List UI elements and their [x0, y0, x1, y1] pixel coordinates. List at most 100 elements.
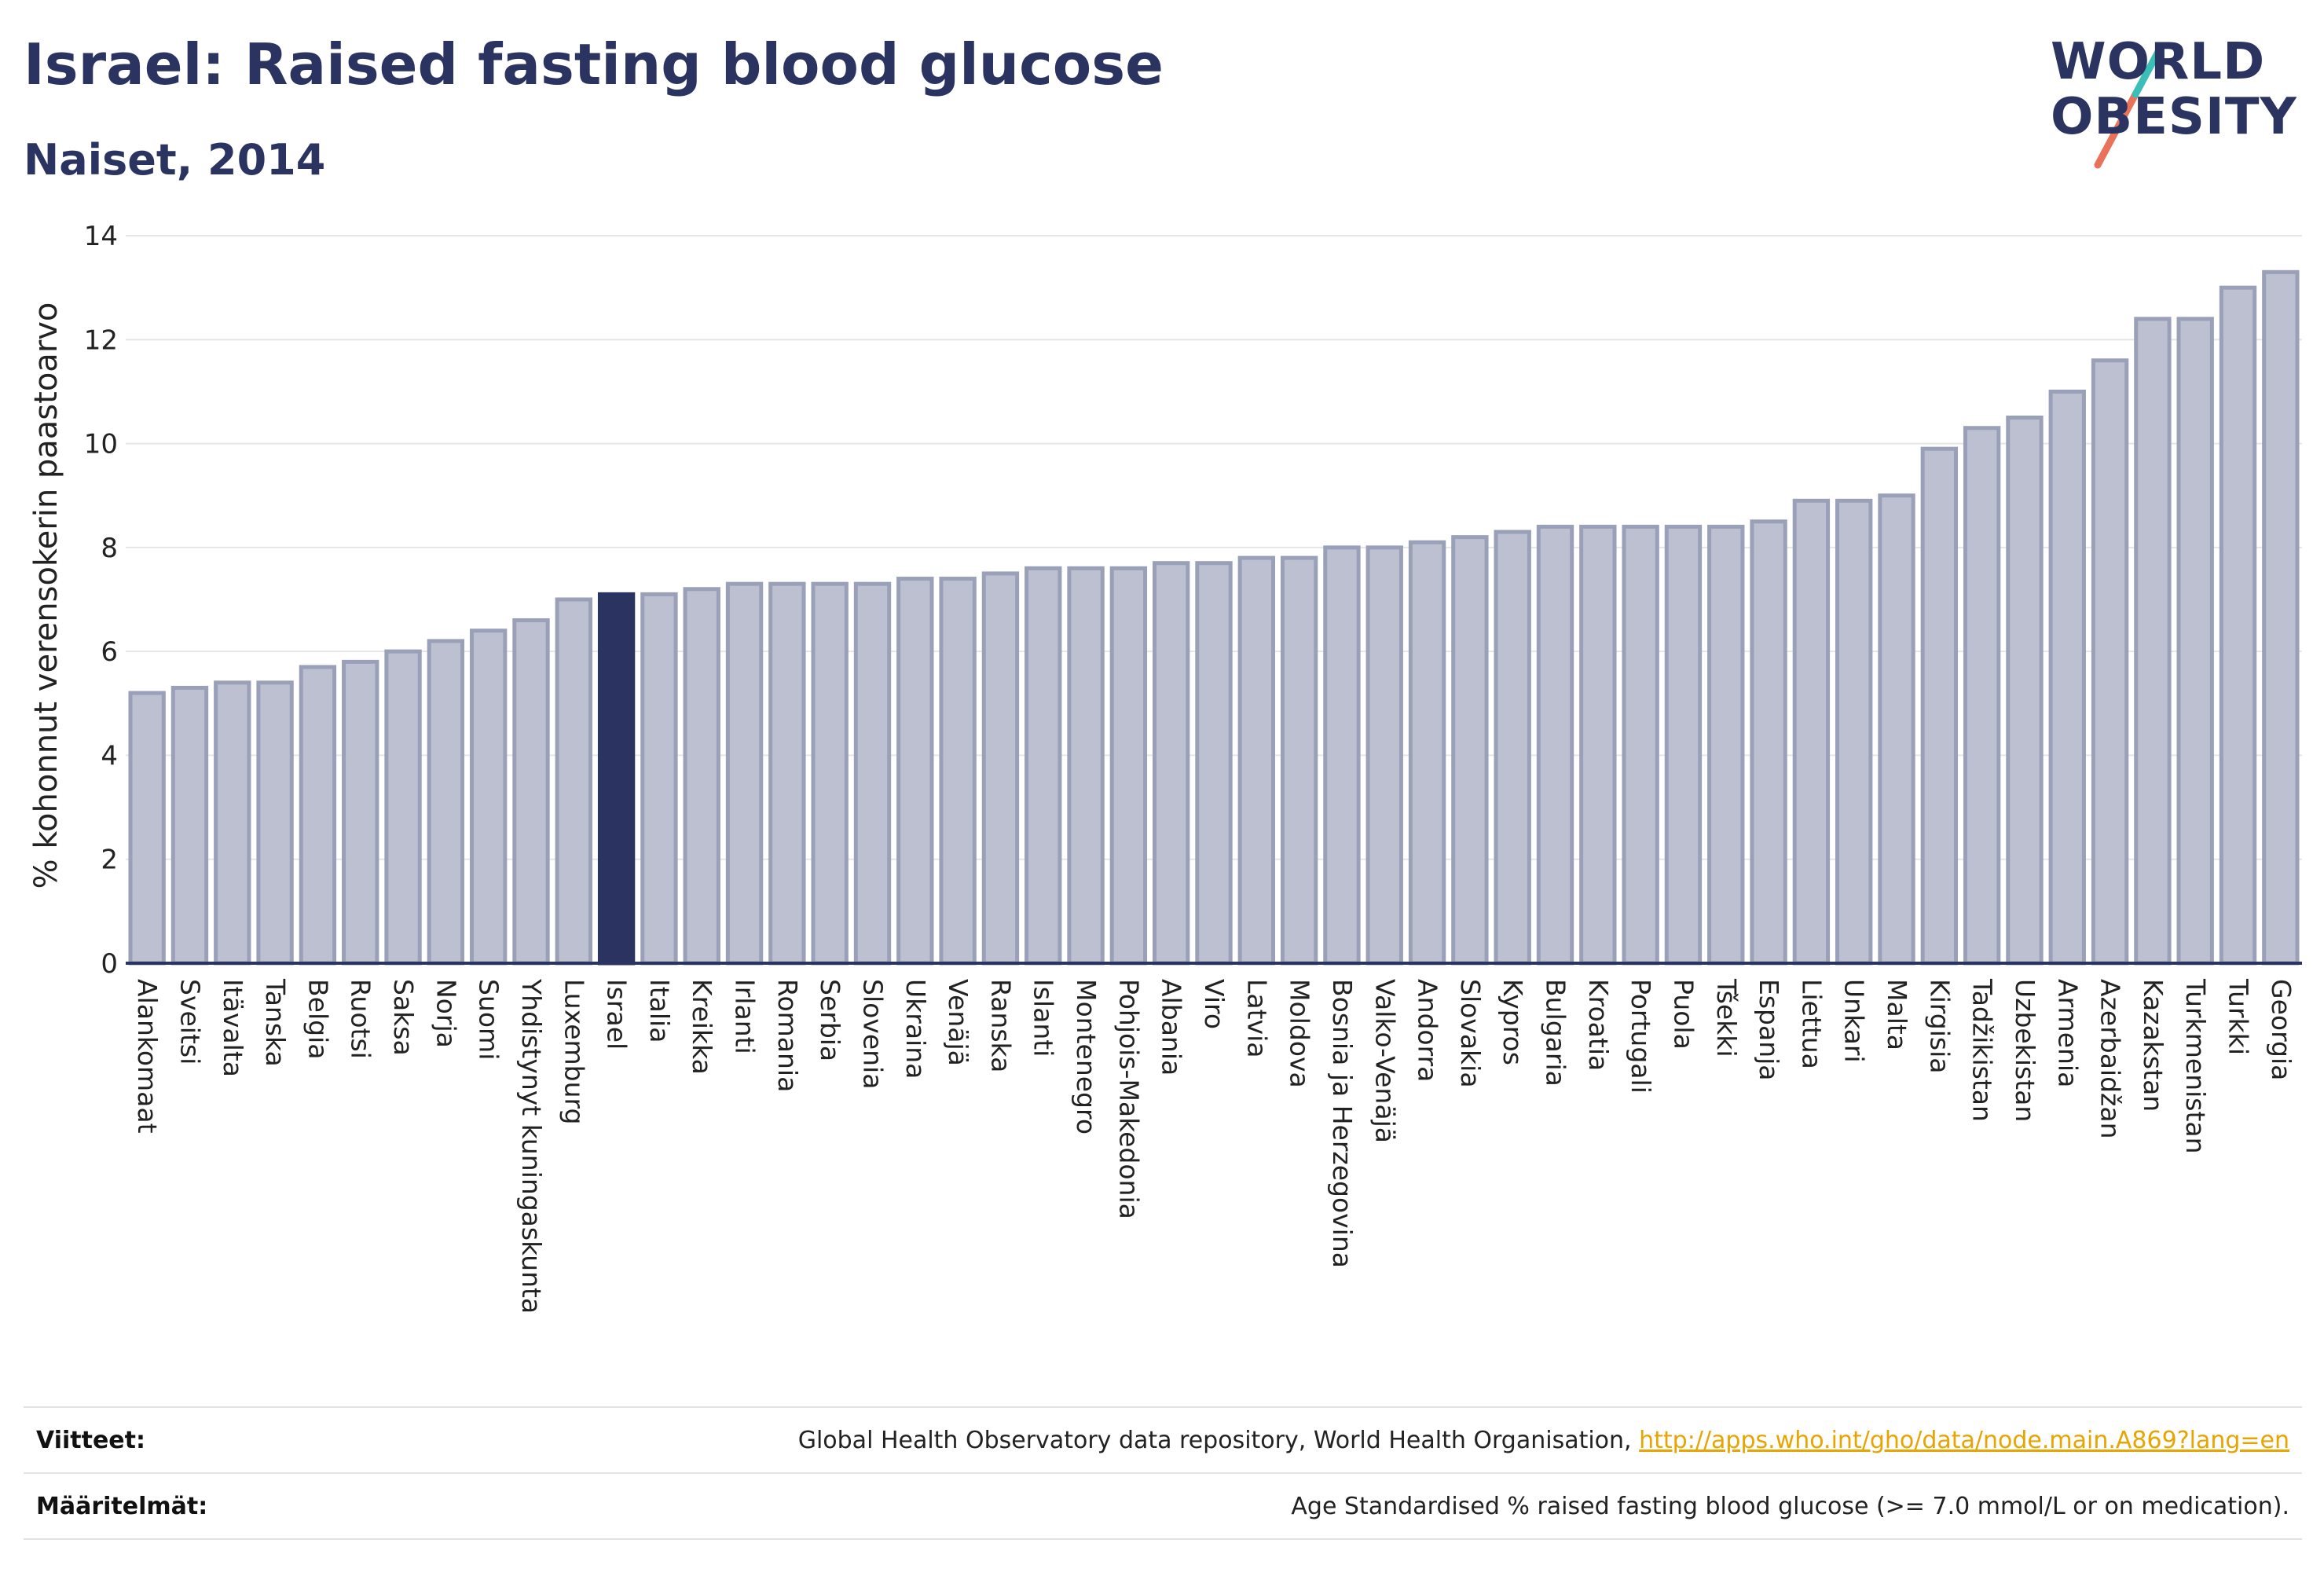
bar-kirgisia[interactable]: [1920, 446, 1959, 966]
bar-suomi[interactable]: [469, 629, 508, 966]
x-tick-label: Tšekki: [1711, 978, 1742, 1057]
bar-pohjois-makedonia[interactable]: [1109, 566, 1148, 966]
bar-italia[interactable]: [640, 592, 678, 966]
logo-text-obesity: OBESITY: [2051, 88, 2297, 146]
footer-definitions-row: Määritelmät: Age Standardised % raised f…: [24, 1472, 2302, 1540]
x-tick-label: Romania: [772, 979, 803, 1092]
x-tick-label: Luxemburg: [559, 979, 589, 1124]
bar-ukraina[interactable]: [896, 577, 934, 966]
bar-alankomaat[interactable]: [128, 691, 166, 966]
world-obesity-logo: WORLD OBESITY: [2051, 33, 2310, 174]
x-tick-label: Slovakia: [1455, 979, 1486, 1088]
sources-text: Global Health Observatory data repositor…: [798, 1427, 2289, 1454]
bar-montenegro[interactable]: [1067, 566, 1105, 966]
y-tick-label: 6: [101, 636, 118, 668]
bar-kazakstan[interactable]: [2134, 317, 2172, 966]
bar-romania[interactable]: [768, 581, 806, 966]
x-tick-label: Ranska: [985, 979, 1016, 1072]
bar-bulgaria[interactable]: [1536, 524, 1574, 966]
bar-luxemburg[interactable]: [555, 597, 592, 966]
x-tick-label: Kypros: [1497, 979, 1528, 1065]
x-tick-label: Valko-Venäjä: [1369, 979, 1400, 1143]
bar-itävalta[interactable]: [214, 680, 251, 966]
bar-kroatia[interactable]: [1579, 524, 1617, 966]
bar-kypros[interactable]: [1494, 530, 1531, 966]
sources-link[interactable]: http://apps.who.int/gho/data/node.main.A…: [1639, 1427, 2289, 1454]
bar-tšekki[interactable]: [1707, 524, 1745, 966]
bar-venäjä[interactable]: [939, 577, 977, 966]
x-tick-label: Armenia: [2052, 979, 2083, 1087]
x-tick-label: Kroatia: [1583, 979, 1614, 1071]
x-axis-labels: Alankomaat Sveitsi Itävalta Tanska Belgia Ruo…: [132, 978, 2297, 1314]
bar-islanti[interactable]: [1025, 566, 1062, 966]
bar-yhdistynyt-kuningaskunta[interactable]: [512, 618, 550, 966]
bar-ruotsi[interactable]: [342, 659, 379, 966]
x-tick-label: Azerbaidžan: [2095, 979, 2126, 1139]
x-tick-label: Uzbekistan: [2010, 979, 2040, 1122]
x-tick-label: Moldova: [1285, 979, 1315, 1088]
x-tick-label: Andorra: [1413, 979, 1443, 1082]
bar-norja[interactable]: [427, 639, 465, 966]
bar-georgia[interactable]: [2262, 269, 2300, 966]
footer: Viitteet: Global Health Observatory data…: [24, 1406, 2302, 1540]
x-tick-label: Kreikka: [687, 979, 717, 1075]
definitions-label: Määritelmät:: [36, 1493, 208, 1520]
y-tick-label: 2: [101, 845, 118, 876]
x-tick-label: Turkki: [2223, 978, 2254, 1055]
bar-belgia[interactable]: [299, 665, 337, 966]
bar-moldova[interactable]: [1280, 555, 1318, 966]
x-tick-label: Viro: [1199, 979, 1230, 1029]
sources-label: Viitteet:: [36, 1427, 145, 1454]
definitions-text: Age Standardised % raised fasting blood …: [1291, 1493, 2289, 1520]
bar-turkki[interactable]: [2219, 285, 2257, 966]
bar-puola[interactable]: [1664, 524, 1703, 966]
x-tick-label: Latvia: [1241, 979, 1272, 1057]
bar-irlanti[interactable]: [725, 581, 764, 966]
bar-slovakia[interactable]: [1451, 535, 1489, 966]
x-tick-label: Belgia: [302, 979, 333, 1059]
y-tick-label: 14: [84, 221, 118, 252]
x-tick-label: Bosnia ja Herzegovina: [1327, 979, 1358, 1268]
bar-malta[interactable]: [1878, 493, 1915, 966]
bar-turkmenistan[interactable]: [2176, 317, 2214, 966]
bar-ranska[interactable]: [981, 571, 1020, 966]
x-tick-label: Bulgaria: [1541, 979, 1571, 1087]
bar-saksa[interactable]: [384, 649, 422, 966]
bar-israel[interactable]: [597, 592, 636, 966]
x-tick-label: Sveitsi: [174, 979, 205, 1065]
bar-kreikka[interactable]: [683, 587, 720, 966]
x-tick-label: Alankomaat: [132, 979, 163, 1134]
x-tick-label: Italia: [644, 979, 675, 1043]
sources-citation: Global Health Observatory data repositor…: [797, 1427, 1632, 1454]
bar-azerbaidžan[interactable]: [2091, 358, 2129, 966]
bar-sveitsi[interactable]: [170, 685, 209, 966]
bar-latvia[interactable]: [1237, 555, 1275, 966]
x-tick-label: Unkari: [1839, 979, 1870, 1063]
bar-andorra[interactable]: [1408, 540, 1446, 966]
y-tick-label: 0: [101, 948, 118, 980]
x-tick-label: Suomi: [474, 979, 504, 1060]
bar-tanska[interactable]: [256, 680, 294, 966]
bar-uzbekistan[interactable]: [2006, 416, 2044, 966]
bar-liettua[interactable]: [1792, 498, 1831, 966]
bar-bosnia-ja-herzegovina[interactable]: [1323, 545, 1361, 966]
x-tick-label: Georgia: [2266, 979, 2297, 1080]
x-tick-label: Kirgisia: [1924, 979, 1955, 1074]
y-tick-label: 4: [101, 740, 118, 772]
bar-espanja[interactable]: [1750, 519, 1787, 966]
x-tick-label: Islanti: [1028, 979, 1059, 1057]
bar-viro[interactable]: [1195, 561, 1233, 966]
x-tick-label: Tadžikistan: [1967, 978, 1998, 1122]
bar-unkari[interactable]: [1835, 498, 1873, 966]
footer-sources-row: Viitteet: Global Health Observatory data…: [24, 1406, 2302, 1472]
x-tick-label: Pohjois-Makedonia: [1113, 979, 1144, 1219]
bar-slovenia[interactable]: [853, 581, 892, 966]
x-tick-label: Malta: [1882, 979, 1912, 1050]
bar-valko-venäjä[interactable]: [1365, 545, 1403, 966]
bar-albania[interactable]: [1153, 561, 1190, 966]
bar-armenia[interactable]: [2048, 389, 2086, 966]
bar-tadžikistan[interactable]: [1963, 426, 2001, 966]
bar-portugali[interactable]: [1622, 524, 1659, 966]
x-tick-label: Serbia: [815, 979, 845, 1061]
bar-serbia[interactable]: [811, 581, 849, 966]
